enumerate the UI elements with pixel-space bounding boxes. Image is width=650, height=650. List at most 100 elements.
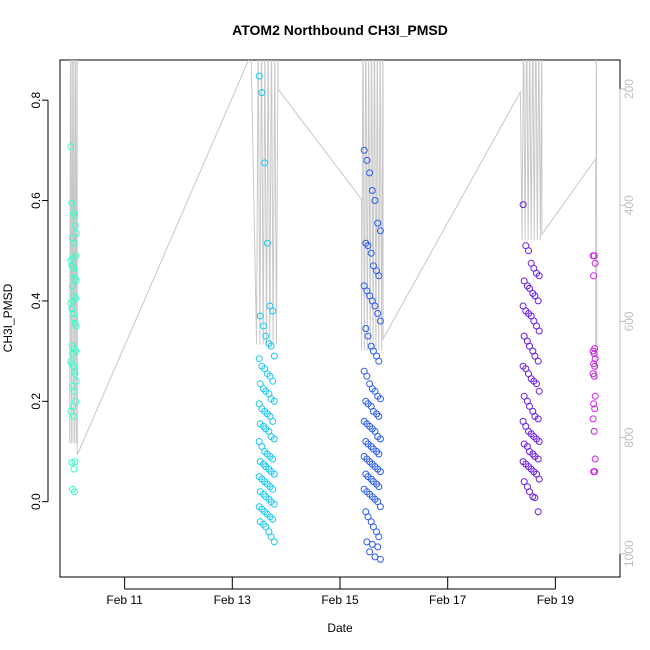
data-point — [376, 468, 384, 476]
y-axis-label: CH3I_PMSD — [1, 283, 15, 352]
data-point — [531, 494, 539, 502]
data-point — [270, 538, 278, 546]
x-tick-label: Feb 15 — [321, 593, 359, 607]
data-point — [267, 342, 275, 350]
data-point — [269, 515, 277, 523]
data-point — [376, 227, 384, 235]
data-point — [72, 322, 80, 330]
data-point — [70, 412, 77, 420]
data-point — [591, 455, 599, 463]
x-tick-label: Feb 19 — [537, 593, 575, 607]
data-point — [591, 259, 599, 267]
data-point — [270, 352, 278, 360]
data-point — [376, 395, 384, 403]
data-point — [376, 503, 384, 511]
data-point — [70, 264, 77, 272]
data-point — [371, 197, 379, 204]
data-point — [72, 377, 80, 385]
data-point — [590, 252, 598, 260]
data-point — [520, 332, 528, 340]
data-point — [67, 143, 75, 151]
data-point — [364, 513, 372, 521]
data-point — [369, 347, 377, 355]
data-point — [71, 269, 78, 277]
right-axis: 200 400 600 800 1000 — [619, 79, 636, 567]
data-point — [535, 475, 543, 483]
data-point — [534, 508, 542, 516]
x-tick-label: Feb 13 — [214, 593, 252, 607]
right-tick-label: 400 — [622, 195, 636, 215]
data-point — [369, 262, 377, 270]
data-point — [375, 450, 383, 458]
y-tick-label: 0.8 — [29, 91, 43, 108]
data-point — [535, 272, 543, 280]
series-2 — [255, 72, 278, 546]
data-point — [71, 315, 78, 322]
series-1 — [67, 143, 80, 496]
plot-panel — [59, 59, 621, 578]
data-point — [270, 500, 278, 508]
data-point — [269, 307, 277, 315]
data-point — [591, 355, 599, 363]
data-point — [534, 455, 542, 463]
data-point — [526, 488, 533, 496]
data-point — [591, 362, 599, 370]
data-point — [269, 455, 277, 463]
data-point — [72, 277, 80, 285]
data-point — [67, 257, 75, 265]
data-point — [267, 533, 275, 541]
x-tick-label: Feb 17 — [429, 593, 467, 607]
data-point — [376, 317, 384, 325]
altitude-trace-line — [69, 60, 598, 456]
data-point — [362, 325, 370, 332]
series-5 — [589, 252, 599, 476]
data-point — [590, 400, 598, 408]
data-point — [366, 169, 374, 177]
data-point — [591, 405, 599, 413]
data-point — [531, 292, 539, 300]
data-point — [71, 488, 78, 496]
data-point — [69, 350, 77, 358]
data-point — [71, 458, 79, 466]
data-point — [376, 555, 384, 563]
data-point — [364, 242, 372, 250]
data-point — [590, 427, 598, 435]
y-tick-label: 0.4 — [29, 292, 43, 309]
data-point — [262, 332, 270, 340]
data-point — [270, 470, 278, 478]
data-point — [270, 435, 278, 443]
data-point — [68, 459, 76, 467]
data-point — [68, 199, 76, 207]
data-point — [375, 357, 383, 365]
x-tick-label: Feb 11 — [106, 593, 143, 607]
data-point — [519, 201, 527, 209]
data-points — [67, 72, 599, 563]
data-point — [374, 219, 382, 227]
data-point — [534, 415, 542, 423]
data-point — [269, 485, 277, 493]
data-point — [531, 352, 539, 360]
data-point — [375, 533, 383, 541]
data-point — [262, 523, 270, 531]
data-point — [369, 523, 377, 531]
data-point — [520, 277, 528, 285]
chart-title: ATOM2 Northbound CH3I_PMSD — [232, 22, 448, 38]
data-point — [526, 284, 533, 292]
data-point — [258, 89, 266, 97]
right-tick-label: 1000 — [622, 540, 636, 567]
data-point — [590, 350, 598, 358]
data-point — [374, 310, 382, 317]
data-point — [590, 272, 598, 280]
data-point — [70, 362, 77, 370]
data-point — [256, 380, 264, 388]
y-axis: 0.0 0.2 0.4 0.6 0.8 — [29, 91, 49, 510]
data-point — [269, 377, 277, 385]
data-point — [368, 187, 376, 194]
data-point — [374, 543, 382, 551]
data-point — [71, 370, 79, 378]
data-point — [591, 392, 599, 400]
y-tick-label: 0.0 — [29, 493, 43, 510]
data-point — [263, 239, 271, 247]
data-point — [364, 332, 372, 340]
